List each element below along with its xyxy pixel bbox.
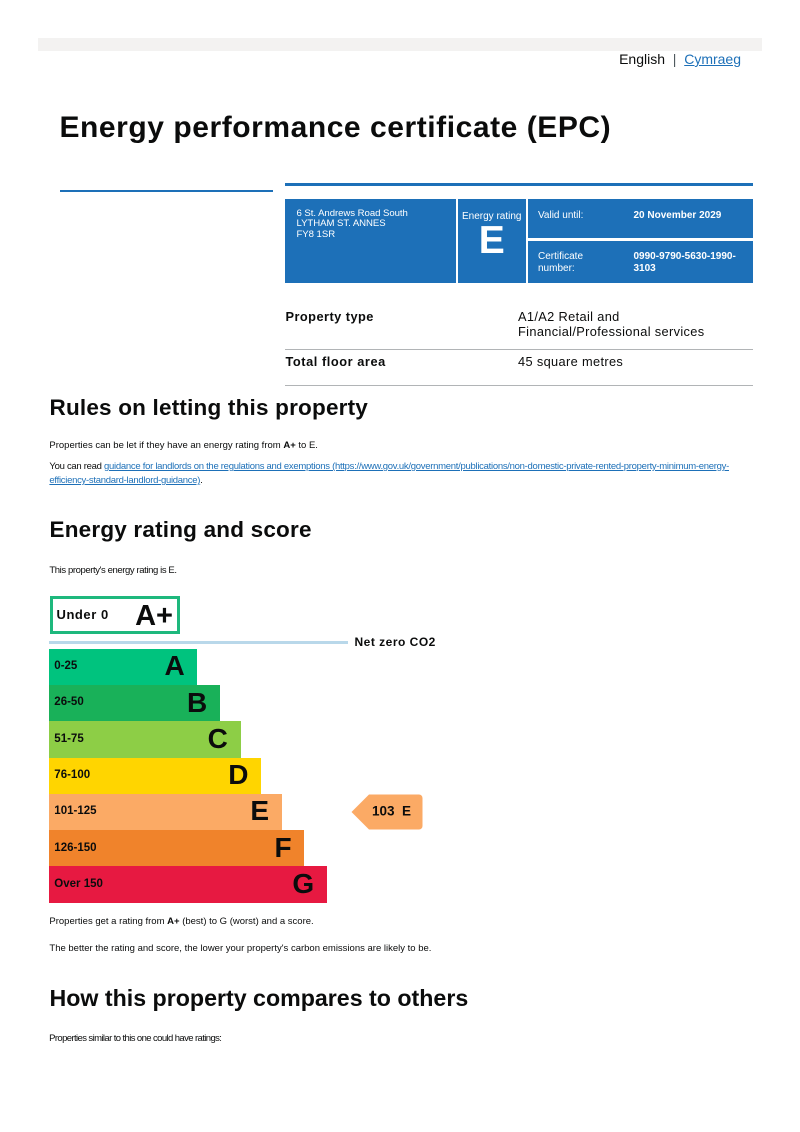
svg-text:103 E: 103 E [372,803,411,818]
